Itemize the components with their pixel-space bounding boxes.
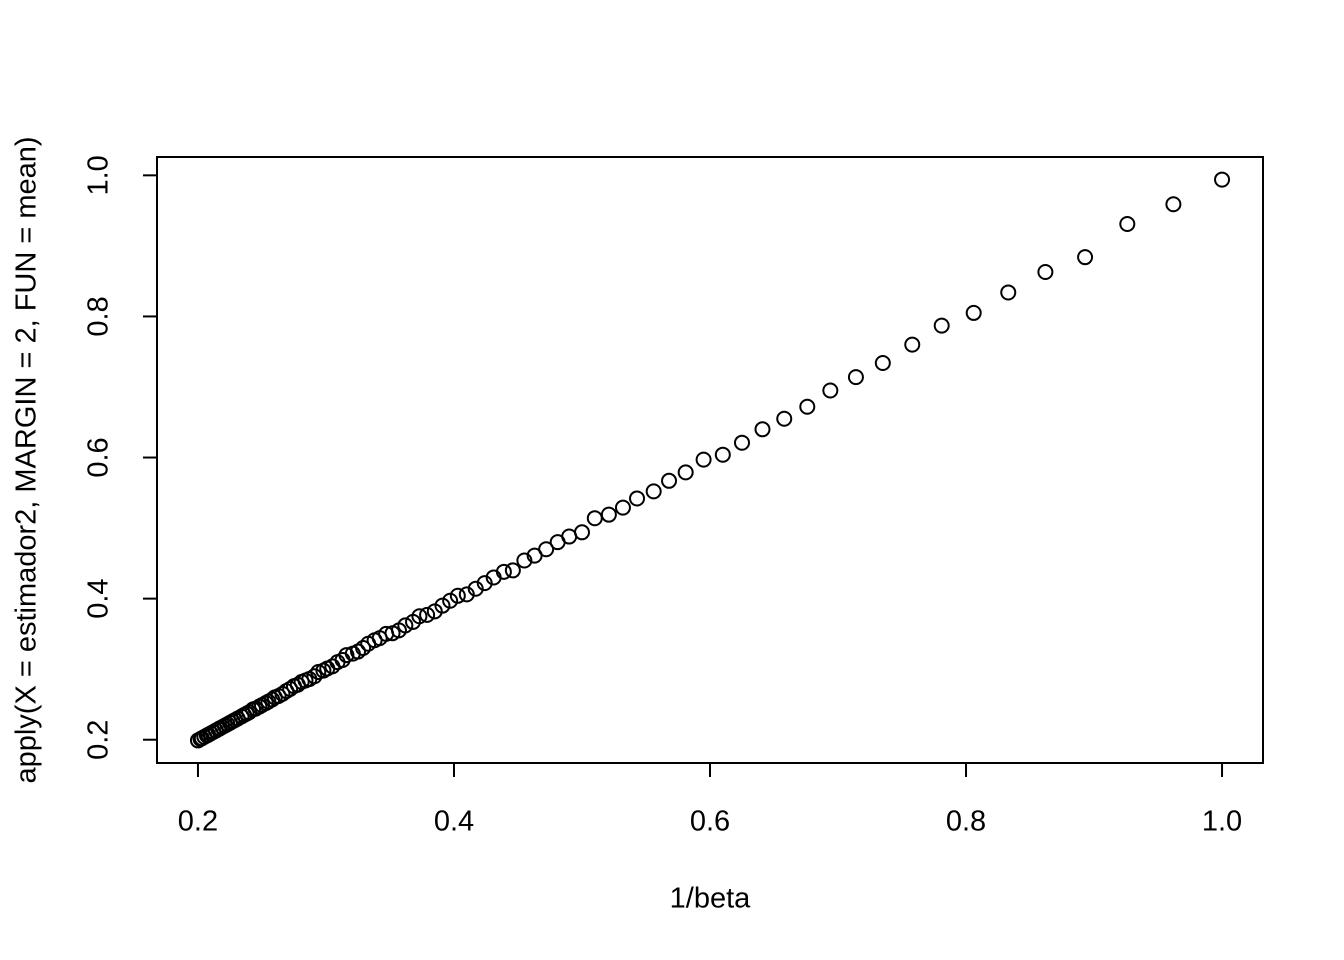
point <box>405 613 422 630</box>
point <box>458 586 475 603</box>
point <box>874 354 891 371</box>
point <box>526 547 543 564</box>
point <box>1214 171 1231 188</box>
point <box>360 635 377 652</box>
point <box>904 336 921 353</box>
point <box>1119 216 1136 233</box>
point <box>822 382 839 399</box>
point <box>549 534 566 551</box>
point <box>734 434 751 451</box>
point <box>933 317 950 334</box>
point <box>600 506 617 523</box>
point <box>1077 249 1094 266</box>
point <box>1037 263 1054 280</box>
x-tick-label: 0.6 <box>690 806 730 838</box>
point <box>504 562 521 579</box>
y-tick-label: 0.4 <box>83 578 115 618</box>
point <box>1165 196 1182 213</box>
x-tick-label: 0.2 <box>178 806 218 838</box>
point <box>677 464 694 481</box>
y-axis-label: apply(X = estimador2, MARGIN = 2, FUN = … <box>11 136 43 783</box>
point <box>485 569 502 586</box>
point <box>426 603 443 620</box>
point <box>467 580 484 597</box>
y-tick-label: 0.2 <box>83 720 115 760</box>
point <box>661 472 678 489</box>
point <box>516 552 533 569</box>
point <box>586 510 603 527</box>
point <box>695 451 712 468</box>
point <box>645 483 662 500</box>
point <box>419 606 436 623</box>
y-tick-label: 0.8 <box>83 296 115 336</box>
point <box>754 421 771 438</box>
point <box>965 304 982 321</box>
y-tick-label: 1.0 <box>83 155 115 195</box>
y-tick-label: 0.6 <box>83 437 115 477</box>
x-axis-label: 1/beta <box>670 883 751 915</box>
x-tick-label: 1.0 <box>1202 806 1242 838</box>
point <box>714 446 731 463</box>
x-tick-label: 0.4 <box>434 806 474 838</box>
point <box>629 490 646 507</box>
point <box>293 673 310 690</box>
point <box>799 398 816 415</box>
point <box>776 410 793 427</box>
point <box>847 369 864 386</box>
point <box>614 499 631 516</box>
x-tick-label: 0.8 <box>946 806 986 838</box>
point <box>189 732 206 749</box>
point <box>476 575 493 592</box>
point <box>1000 284 1017 301</box>
